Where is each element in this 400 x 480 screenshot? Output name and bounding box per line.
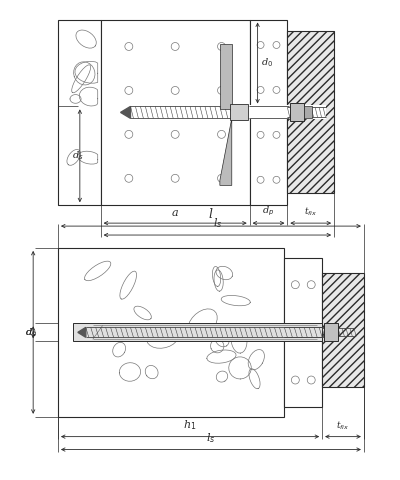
Bar bbox=[290, 104, 304, 121]
Text: d$_0$: d$_0$ bbox=[260, 57, 273, 70]
Bar bbox=[230, 105, 248, 120]
Circle shape bbox=[171, 174, 179, 182]
Bar bbox=[101, 20, 250, 205]
Text: t$_{fix}$: t$_{fix}$ bbox=[336, 419, 350, 432]
Text: l$_s$: l$_s$ bbox=[213, 216, 222, 230]
Polygon shape bbox=[220, 115, 242, 185]
Circle shape bbox=[257, 41, 264, 48]
Circle shape bbox=[273, 176, 280, 183]
Text: d$_p$: d$_p$ bbox=[262, 205, 275, 218]
Circle shape bbox=[257, 86, 264, 94]
Text: l$_s$: l$_s$ bbox=[206, 431, 216, 444]
Bar bbox=[120, 106, 326, 120]
Circle shape bbox=[307, 376, 315, 384]
Bar bbox=[58, 248, 284, 417]
Text: d$_s$: d$_s$ bbox=[72, 149, 84, 162]
Bar bbox=[284, 258, 322, 407]
Circle shape bbox=[171, 86, 179, 95]
Circle shape bbox=[171, 131, 179, 138]
Circle shape bbox=[171, 43, 179, 50]
Bar bbox=[322, 273, 364, 387]
Text: l: l bbox=[209, 208, 213, 221]
Circle shape bbox=[307, 281, 315, 288]
Circle shape bbox=[218, 43, 226, 50]
Polygon shape bbox=[220, 44, 242, 115]
Text: h$_1$: h$_1$ bbox=[183, 418, 197, 432]
Text: a: a bbox=[172, 208, 178, 218]
Text: d$_s$: d$_s$ bbox=[26, 326, 37, 339]
Circle shape bbox=[273, 41, 280, 48]
Circle shape bbox=[273, 86, 280, 94]
Circle shape bbox=[307, 328, 315, 336]
Polygon shape bbox=[120, 107, 130, 119]
Circle shape bbox=[218, 174, 226, 182]
Circle shape bbox=[125, 131, 133, 138]
Circle shape bbox=[273, 132, 280, 138]
Bar bbox=[304, 107, 312, 119]
Circle shape bbox=[291, 328, 299, 336]
Bar bbox=[250, 20, 287, 205]
Bar bbox=[287, 32, 334, 193]
Text: d$_0$: d$_0$ bbox=[25, 326, 37, 339]
Bar bbox=[73, 324, 322, 341]
Polygon shape bbox=[78, 327, 86, 337]
Circle shape bbox=[125, 86, 133, 95]
Circle shape bbox=[218, 131, 226, 138]
Circle shape bbox=[291, 376, 299, 384]
Circle shape bbox=[257, 176, 264, 183]
Circle shape bbox=[218, 86, 226, 95]
Circle shape bbox=[125, 174, 133, 182]
Circle shape bbox=[257, 132, 264, 138]
Bar bbox=[324, 324, 338, 341]
Circle shape bbox=[125, 43, 133, 50]
Text: t$_{fix}$: t$_{fix}$ bbox=[304, 205, 318, 218]
Circle shape bbox=[291, 281, 299, 288]
Bar bbox=[58, 20, 101, 205]
